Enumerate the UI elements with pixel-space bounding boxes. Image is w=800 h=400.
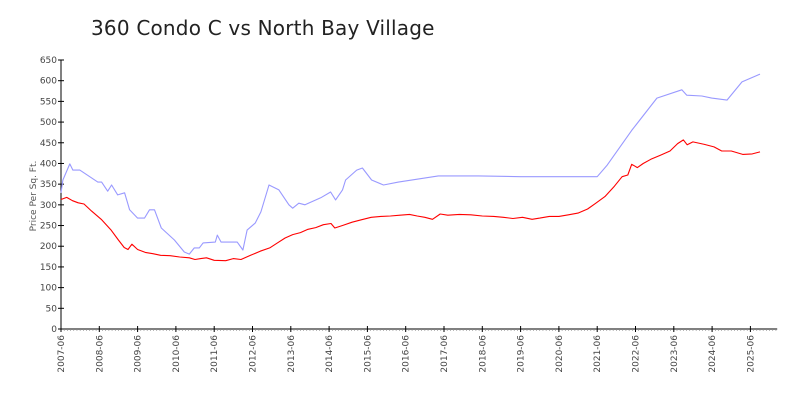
- y-tick-label: 400: [40, 159, 57, 169]
- y-tick-label: 300: [40, 201, 57, 211]
- series-layer: [60, 73, 761, 262]
- y-tick-label: 550: [40, 97, 57, 107]
- y-tick-label: 500: [40, 118, 57, 128]
- y-tick-label: 0: [51, 325, 57, 335]
- x-tick-label: 2012-06: [249, 335, 259, 373]
- x-tick-label: 2009-06: [134, 335, 144, 373]
- y-tick-label: 50: [46, 304, 58, 314]
- y-tick-label: 350: [40, 180, 57, 190]
- x-tick-label: 2022-06: [632, 335, 642, 373]
- x-tick-label: 2016-06: [402, 335, 412, 373]
- x-tick-label: 2013-06: [287, 335, 297, 373]
- x-tick-label: 2024-06: [708, 335, 718, 373]
- x-tick-label: 2010-06: [172, 335, 182, 373]
- y-tick-label: 150: [40, 263, 57, 273]
- x-tick-label: 2023-06: [670, 335, 680, 373]
- y-tick-label: 450: [40, 139, 57, 149]
- chart-title: 360 Condo C vs North Bay Village: [91, 16, 435, 40]
- x-tick-label: 2007-06: [57, 335, 67, 373]
- x-tick-label: 2014-06: [325, 335, 335, 373]
- x-tick-label: 2021-06: [593, 335, 603, 373]
- y-tick-label: 650: [40, 56, 57, 66]
- y-tick-label: 600: [40, 77, 57, 87]
- y-axis: 0 50 100 150 200 250 300 350 400 450 500 550 600 650: [40, 56, 64, 335]
- x-tick-label: 2025-06: [746, 335, 756, 373]
- y-tick-label: 200: [40, 242, 57, 252]
- x-tick-label: 2020-06: [555, 335, 565, 373]
- x-tick-label: 2018-06: [478, 335, 488, 373]
- x-tick-label: 2017-06: [440, 335, 450, 373]
- y-axis-label: Price Per Sq. Ft.: [29, 161, 39, 232]
- series-line-360-condo-c: [60, 73, 761, 255]
- x-tick-label: 2008-06: [95, 335, 105, 373]
- x-tick-label: 2011-06: [210, 335, 220, 373]
- x-axis: 2007-06 2008-06 2009-06 2010-06 2011-06 2012-…: [57, 326, 778, 373]
- series-line-north-bay-village: [60, 139, 761, 262]
- y-tick-label: 100: [40, 284, 57, 294]
- x-tick-label: 2019-06: [517, 335, 527, 373]
- y-tick-label: 250: [40, 222, 57, 232]
- x-tick-label: 2015-06: [363, 335, 373, 373]
